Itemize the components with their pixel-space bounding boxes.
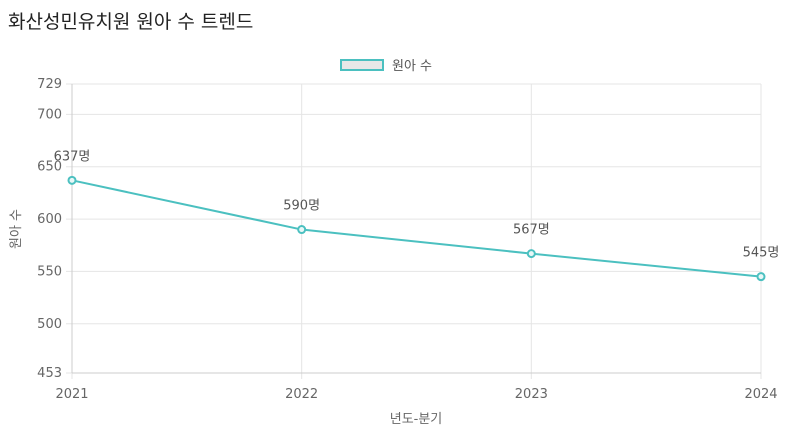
grid — [66, 83, 762, 379]
y-axis-ticks: 453 500 550 600 650 700 729 — [37, 77, 62, 381]
y-tick-label: 500 — [37, 317, 62, 332]
page-title: 화산성민유치원 원아 수 트렌드 — [8, 11, 254, 33]
data-points — [67, 175, 766, 282]
x-axis-ticks: 2021 2022 2023 2024 — [55, 387, 777, 402]
series-line — [71, 179, 762, 278]
data-label: 637명 — [54, 149, 91, 164]
y-tick-label: 650 — [37, 160, 62, 175]
y-tick-label: 600 — [37, 212, 62, 227]
x-tick-label: 2023 — [515, 387, 548, 402]
data-labels: 637명 590명 567명 545명 — [54, 149, 780, 260]
data-point — [756, 272, 766, 282]
x-axis-label: 년도-분기 — [390, 412, 443, 427]
x-tick-label: 2022 — [285, 387, 318, 402]
y-tick-label: 729 — [37, 77, 62, 92]
data-label: 545명 — [743, 246, 780, 261]
legend-label: 원아 수 — [392, 59, 433, 74]
legend[interactable]: 원아 수 — [340, 55, 432, 74]
data-point — [526, 249, 536, 259]
y-tick-label: 453 — [37, 366, 62, 381]
legend-swatch — [340, 58, 384, 71]
data-label: 590명 — [283, 199, 320, 214]
y-tick-label: 550 — [37, 264, 62, 279]
y-tick-label: 700 — [37, 107, 62, 122]
x-tick-label: 2024 — [744, 387, 777, 402]
data-point — [297, 225, 307, 235]
x-tick-label: 2021 — [55, 387, 88, 402]
data-point — [67, 175, 77, 185]
y-axis-label: 원아 수 — [9, 209, 24, 249]
series-line-path — [71, 179, 762, 278]
data-label: 567명 — [513, 223, 550, 238]
